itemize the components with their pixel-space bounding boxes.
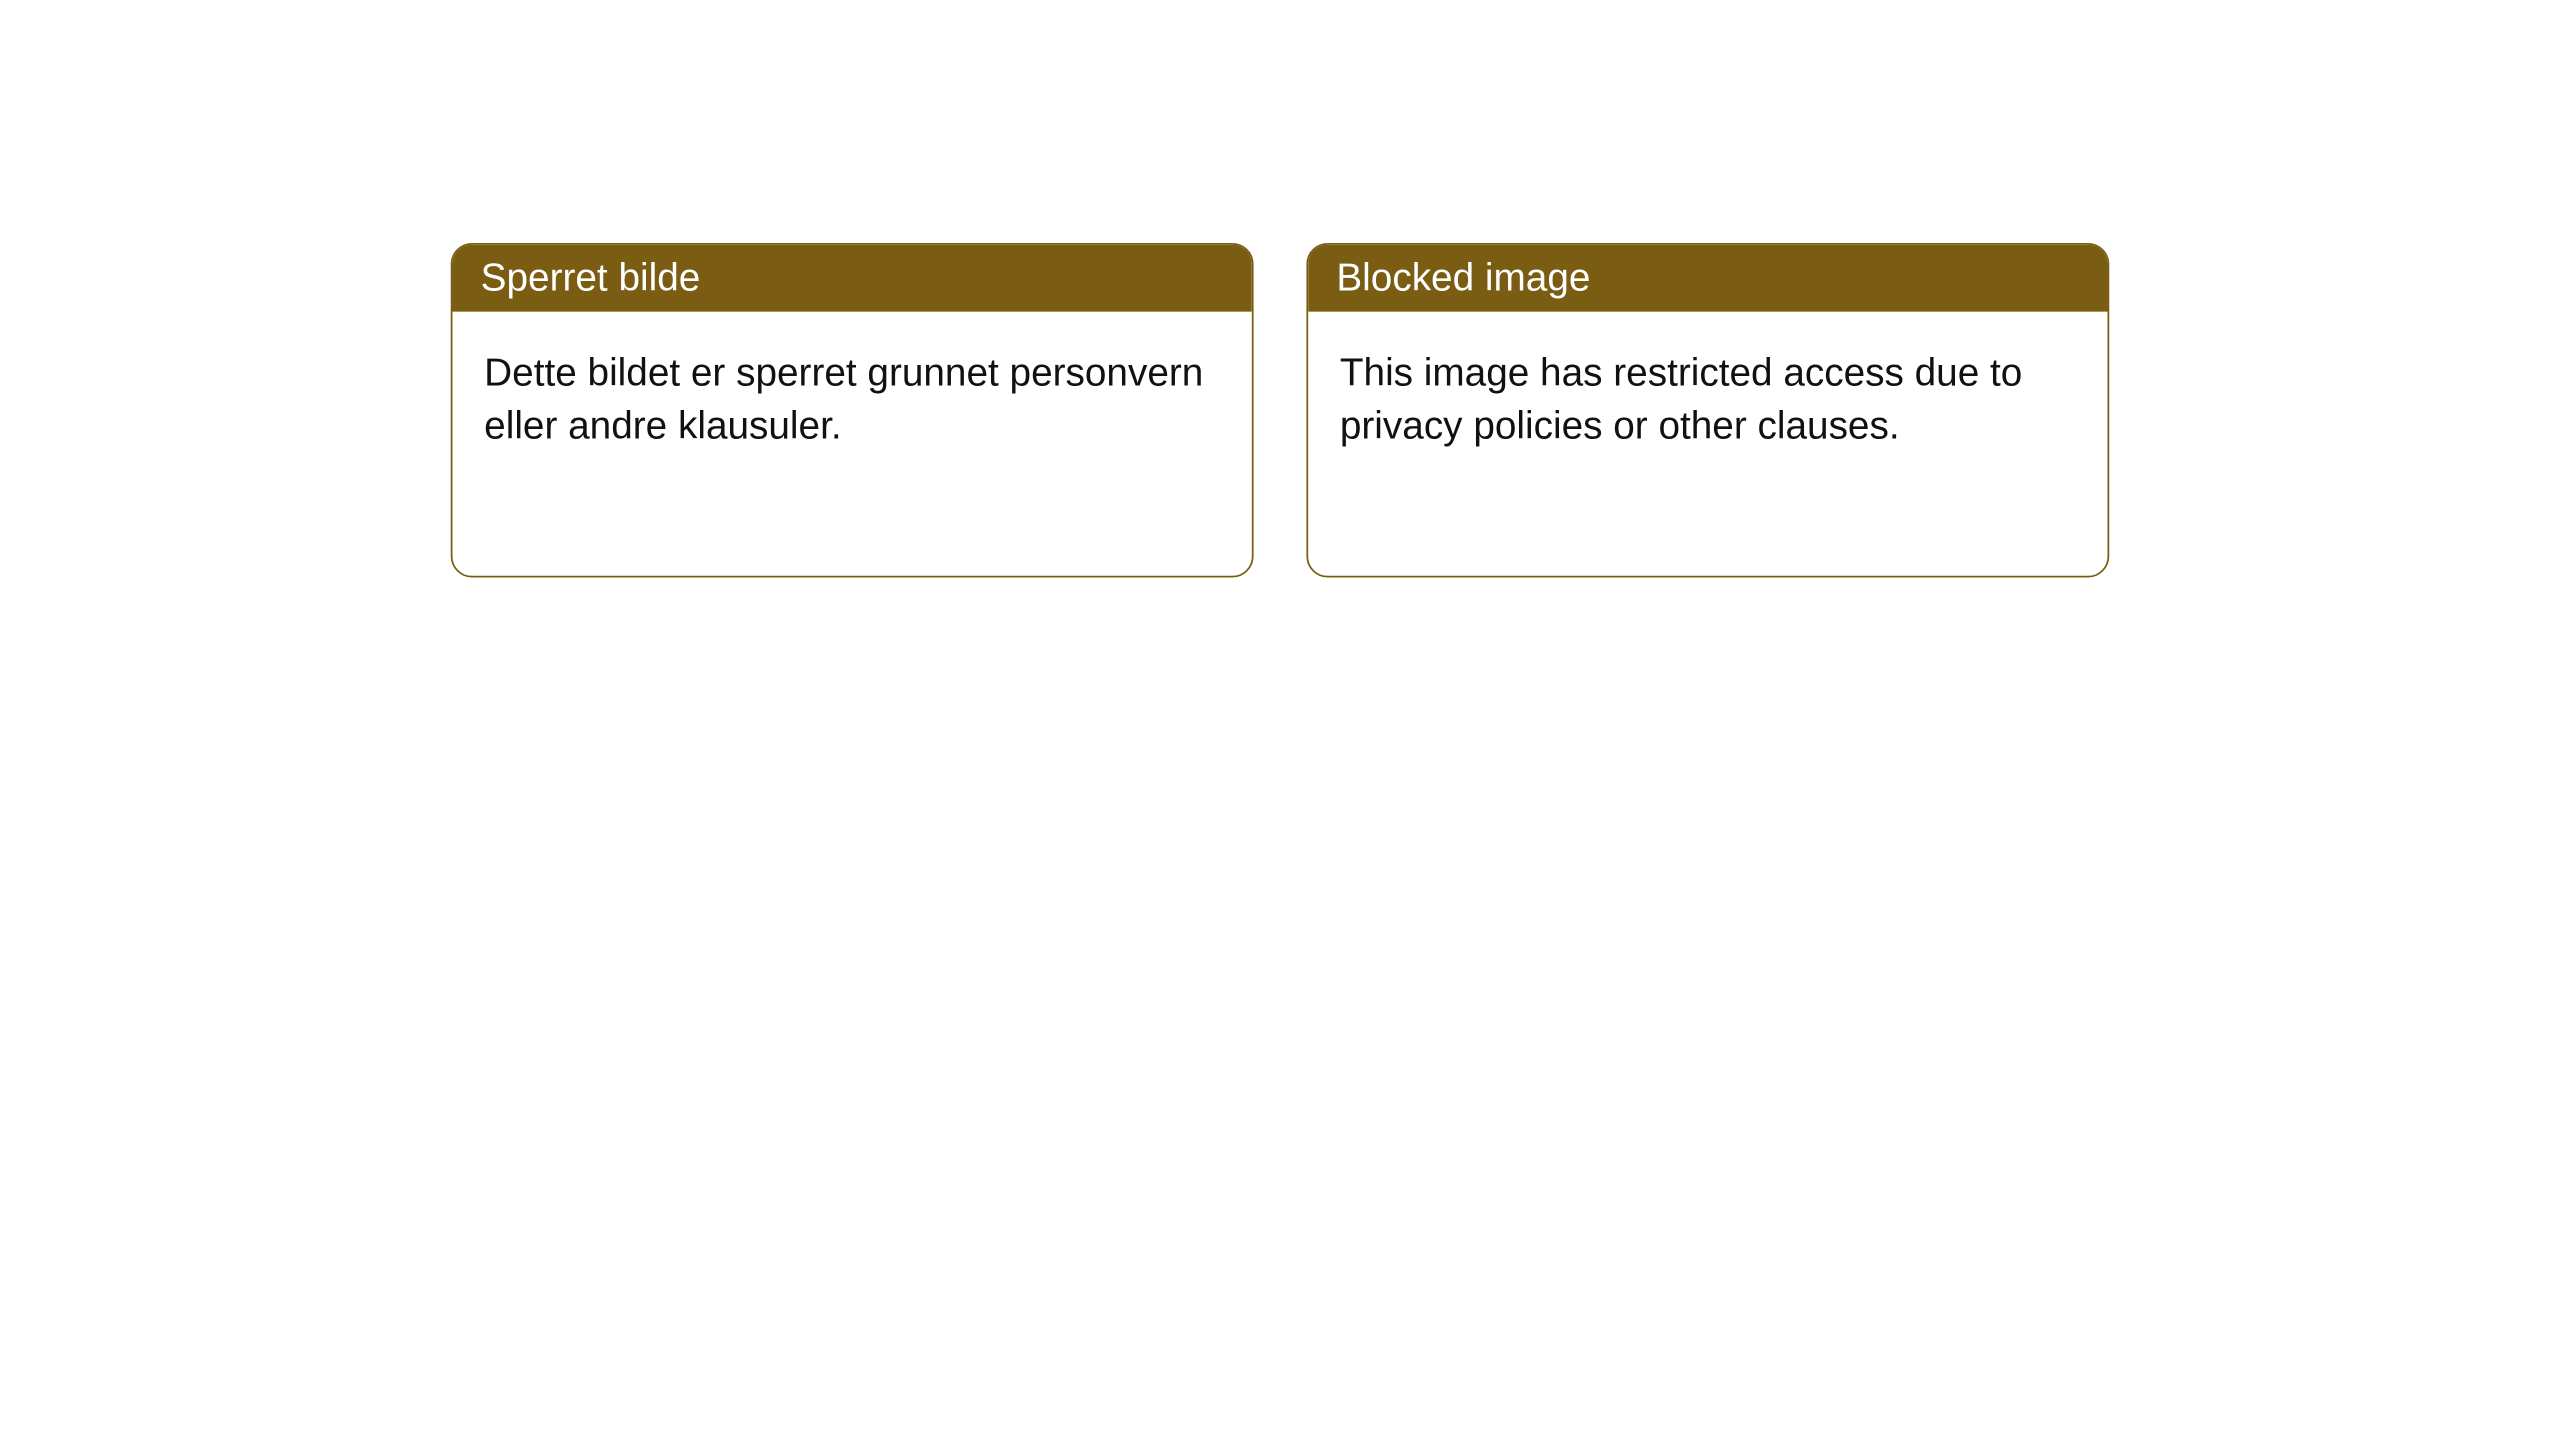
card-body-text: Dette bildet er sperret grunnet personve… [484,350,1203,446]
card-body: Dette bildet er sperret grunnet personve… [452,312,1251,483]
card-body: This image has restricted access due to … [1308,312,2107,483]
card-header: Blocked image [1308,245,2107,312]
card-body-text: This image has restricted access due to … [1340,350,2022,446]
blocked-image-card-no: Sperret bilde Dette bildet er sperret gr… [451,243,1254,578]
card-title: Blocked image [1336,255,1590,299]
page-canvas: Sperret bilde Dette bildet er sperret gr… [0,0,2560,1437]
blocked-image-card-en: Blocked image This image has restricted … [1306,243,2109,578]
cards-container: Sperret bilde Dette bildet er sperret gr… [451,243,2110,578]
card-header: Sperret bilde [452,245,1251,312]
card-title: Sperret bilde [481,255,701,299]
